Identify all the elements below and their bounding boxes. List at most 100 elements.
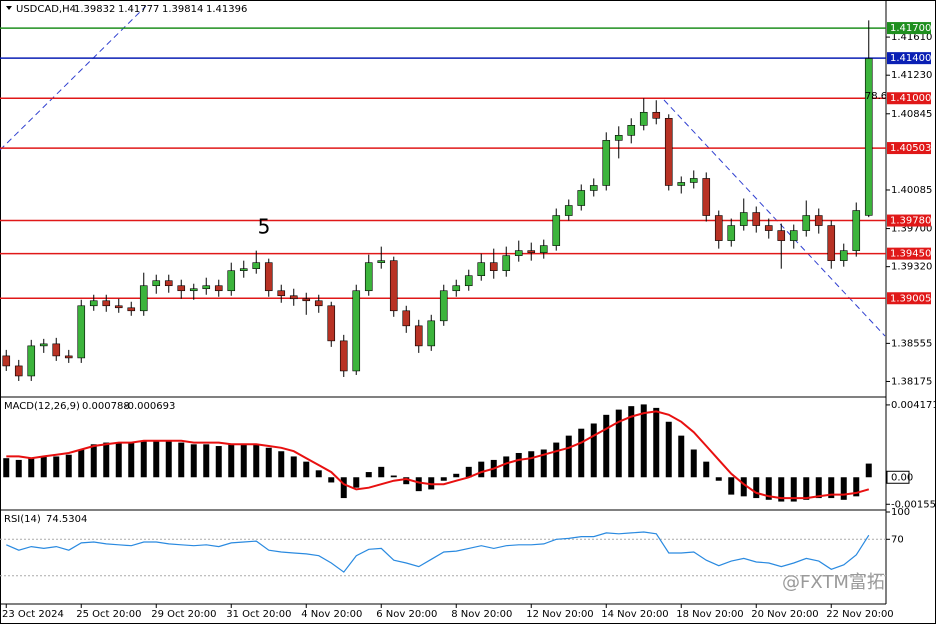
macd-bar [128,442,135,478]
candle-body [77,305,86,359]
macd-bar [703,461,710,478]
menu-arrow[interactable] [6,6,12,10]
header-value: 1.39832 [74,4,115,15]
macd-bar [353,477,360,488]
level-label: 1.39780 [890,216,931,227]
macd-bar [315,470,322,478]
y-tick-label: -0.001557 [891,499,936,510]
candle-body [439,290,448,322]
x-tick-label: 12 Nov 20:00 [526,609,593,620]
x-tick-label: 8 Nov 20:00 [451,609,512,620]
candle-body [339,340,348,372]
candle-body [752,212,761,226]
macd-bar [578,428,585,478]
candle-body [852,210,861,251]
candle-body [239,268,248,271]
y-tick-label: 70 [891,534,904,545]
macd-bar [265,447,272,478]
y-tick-label: 100 [891,507,910,518]
macd-bar [40,456,47,478]
y-tick-label: 1.41610 [891,32,932,43]
level-label: 1.41700 [890,23,931,34]
candle-body [714,215,723,241]
macd-bar [65,454,72,478]
candle-body [564,205,573,216]
x-tick-label: 22 Nov 20:00 [826,609,893,620]
candle-body [827,225,836,261]
y-tick-label: 1.41230 [891,70,932,81]
macd-bar [328,477,335,483]
macd-bar [590,423,597,478]
annotation: 78.6 [865,91,887,102]
header-value: 1.41777 [118,4,159,15]
level-label-box [887,247,931,260]
candle-body [502,255,511,271]
x-tick-label: 4 Nov 20:00 [301,609,362,620]
macd-bar [690,449,697,478]
macd-bar [465,466,472,478]
macd-bar [540,449,547,478]
macd-bar [90,444,97,478]
y-tick-box [886,470,910,484]
macd-value: 0.000788 [82,401,130,412]
level-label-box [887,52,931,65]
level-label-box [887,214,931,227]
candle-body [114,305,123,309]
candle-body [227,270,236,292]
candle-body [614,135,623,141]
candle-body [102,300,111,307]
macd-bar [165,440,172,478]
level-label: 1.41000 [890,93,931,104]
macd-title: MACD(12,26,9) [4,401,80,412]
candle-body [427,320,436,347]
y-tick-label: 1.39700 [891,224,932,235]
x-tick-label: 23 Oct 2024 [2,609,64,620]
macd-bar [78,449,85,478]
candle-body [89,300,98,307]
candle-body [127,307,136,312]
macd-bar [503,456,510,478]
candle-body [252,262,261,269]
macd-bar [640,404,647,478]
macd-bar [115,442,122,478]
macd-bar [815,477,822,499]
macd-bar [440,477,447,481]
candle-body [589,185,598,191]
macd-bar [15,459,22,478]
header-value: 1.41396 [206,4,247,15]
macd-bar [728,477,735,495]
macd-bar [840,477,847,500]
candle-body [277,290,286,297]
macd-bar [478,461,485,478]
rsi-title: RSI(14) [4,514,41,525]
macd-bar [215,446,222,478]
candle-body [477,262,486,276]
candle-body [539,245,548,253]
macd-bar [240,444,247,478]
level-label: 1.39450 [890,249,931,260]
macd-bar [803,477,810,500]
candle-body [489,262,498,271]
macd-bar [753,477,760,499]
candle-body [802,215,811,231]
candle-body [702,178,711,216]
macd-bar [140,440,147,478]
y-tick-label: 1.38555 [891,338,932,349]
macd-bar [278,451,285,478]
candle-body [577,190,586,206]
candle-body [2,355,11,367]
macd-bar [615,409,622,478]
level-label-box [887,292,931,305]
level-label-box [887,142,931,155]
macd-bar [103,442,110,478]
macd-bar [53,456,60,478]
candle-body [39,343,48,347]
rsi-value: 74.5304 [46,514,87,525]
candle-body [214,285,223,292]
candle-body [327,305,336,342]
candle-body [352,290,361,372]
y-tick-label: 1.40845 [891,109,932,120]
macd-bar [528,451,535,478]
candle-body [314,300,323,307]
candle-body [377,260,386,263]
